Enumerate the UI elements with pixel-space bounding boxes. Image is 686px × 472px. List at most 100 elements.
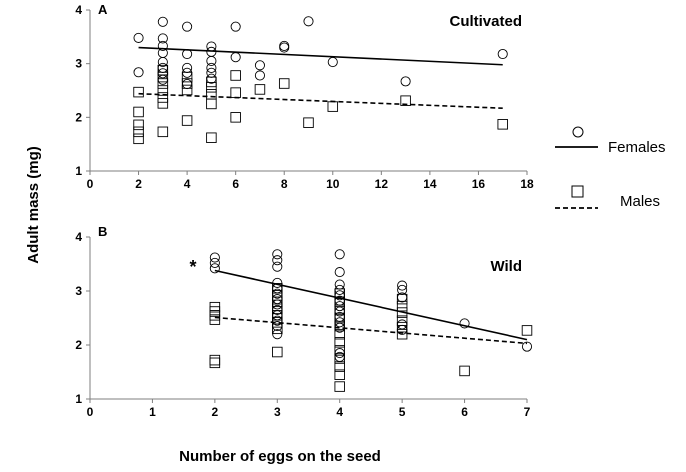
- females-point: [157, 40, 168, 52]
- females-point: [272, 255, 283, 266]
- males-point: [400, 95, 411, 106]
- females-point: [334, 317, 345, 328]
- males-point: [334, 304, 345, 316]
- females-point: [230, 21, 241, 32]
- males-point: [334, 353, 345, 364]
- females-point: [157, 74, 168, 85]
- males-point: [272, 290, 283, 301]
- females-point: [303, 16, 314, 27]
- y-tick-label: 3: [75, 57, 82, 71]
- males-point: [254, 84, 266, 95]
- males-point: [334, 361, 345, 372]
- males-point: [521, 325, 533, 336]
- males-point: [133, 126, 144, 138]
- males-point: [133, 86, 144, 98]
- females-point: [206, 41, 217, 52]
- legend-male-label: Males: [620, 193, 660, 210]
- males-point: [272, 303, 283, 315]
- legend-female-marker: [572, 126, 584, 138]
- females-point: [272, 329, 283, 340]
- x-tick-label: 8: [281, 177, 288, 191]
- x-tick-label: 4: [184, 177, 191, 191]
- males-point: [334, 369, 345, 380]
- males-point: [230, 70, 241, 81]
- males-point: [334, 328, 345, 340]
- males-point: [209, 357, 221, 369]
- females-point: [334, 249, 345, 260]
- legend: Females Males: [555, 126, 666, 210]
- females-point: [157, 33, 168, 44]
- y-tick-label: 1: [75, 164, 82, 178]
- y-axis-label: Adult mass (mg): [25, 146, 42, 264]
- males-point: [303, 117, 314, 128]
- males-point: [209, 354, 221, 366]
- females-point: [279, 42, 290, 53]
- females-point: [206, 62, 217, 74]
- females-trend-line: [214, 269, 528, 341]
- x-tick-label: 6: [461, 405, 468, 419]
- males-point: [133, 119, 144, 131]
- males-point: [230, 112, 241, 123]
- females-point: [254, 60, 265, 71]
- x-tick-label: 4: [336, 405, 343, 419]
- females-point: [459, 318, 470, 329]
- x-tick-label: 0: [87, 177, 94, 191]
- females-point: [272, 310, 283, 321]
- panel-title: Cultivated: [449, 13, 522, 30]
- males-point: [396, 315, 408, 326]
- males-point: [181, 84, 193, 96]
- females-point: [209, 257, 220, 268]
- females-point: [182, 21, 193, 32]
- females-point: [133, 67, 144, 78]
- females-point: [209, 252, 220, 263]
- males-trend-line: [138, 92, 503, 110]
- males-point: [206, 89, 217, 100]
- females-point: [157, 47, 168, 58]
- males-point: [157, 78, 169, 89]
- males-point: [334, 296, 345, 308]
- x-tick-label: 5: [399, 405, 406, 419]
- x-tick-label: 18: [520, 177, 534, 191]
- females-point: [327, 57, 338, 68]
- females-trend-line: [138, 46, 503, 66]
- females-point: [182, 79, 193, 90]
- females-point: [334, 284, 345, 295]
- y-tick-label: 4: [75, 230, 82, 244]
- x-tick-label: 0: [87, 405, 94, 419]
- y-tick-label: 2: [75, 338, 82, 352]
- legend-female-label: Females: [608, 139, 666, 156]
- males-point: [272, 323, 283, 335]
- males-point: [272, 346, 283, 358]
- males-point: [206, 76, 217, 88]
- y-tick-label: 2: [75, 110, 82, 124]
- x-tick-label: 10: [326, 177, 340, 191]
- males-point: [157, 126, 169, 138]
- males-point: [206, 132, 217, 143]
- males-point: [157, 64, 169, 76]
- males-point: [396, 293, 408, 305]
- x-tick-label: 14: [423, 177, 437, 191]
- males-point: [272, 296, 283, 308]
- panel-label: A: [98, 2, 108, 17]
- females-point: [334, 267, 345, 278]
- males-point: [206, 82, 217, 93]
- males-point: [230, 87, 241, 98]
- males-point: [209, 314, 221, 325]
- x-tick-label: 6: [232, 177, 239, 191]
- females-point: [397, 319, 408, 330]
- males-point: [133, 106, 144, 118]
- males-point: [133, 133, 144, 145]
- males-point: [181, 115, 193, 126]
- females-point: [133, 32, 144, 43]
- males-point: [334, 320, 345, 332]
- legend-male-marker: [571, 185, 584, 198]
- males-trend-line: [214, 316, 528, 345]
- y-tick-label: 3: [75, 284, 82, 298]
- females-point: [206, 55, 217, 67]
- females-point: [400, 76, 411, 87]
- males-point: [157, 71, 169, 83]
- males-point: [272, 310, 283, 321]
- x-axis-label: Number of eggs on the seed: [179, 448, 381, 465]
- x-tick-label: 2: [135, 177, 142, 191]
